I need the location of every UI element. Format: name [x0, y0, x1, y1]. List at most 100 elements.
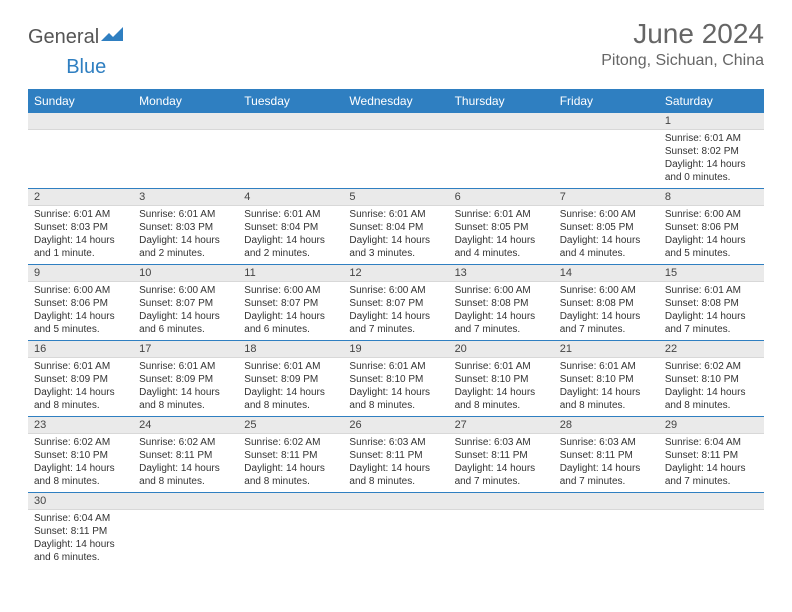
day-number-bar: [28, 113, 133, 130]
calendar-day-cell: [343, 113, 448, 189]
day-number-bar: [449, 113, 554, 130]
day-number: 22: [659, 341, 764, 358]
sunrise-line: Sunrise: 6:01 AM: [139, 208, 232, 221]
location: Pitong, Sichuan, China: [601, 52, 764, 70]
sunrise-line: Sunrise: 6:01 AM: [244, 208, 337, 221]
sunrise-line: Sunrise: 6:01 AM: [34, 360, 127, 373]
day-number: 26: [343, 417, 448, 434]
day-body: Sunrise: 6:04 AMSunset: 8:11 PMDaylight:…: [28, 510, 133, 568]
day-body: Sunrise: 6:00 AMSunset: 8:07 PMDaylight:…: [238, 282, 343, 340]
day-number-bar: [659, 493, 764, 510]
day-body: Sunrise: 6:01 AMSunset: 8:04 PMDaylight:…: [238, 206, 343, 264]
day-number: 5: [343, 189, 448, 206]
calendar-day-cell: [554, 493, 659, 569]
day-number: 27: [449, 417, 554, 434]
daylight-line: Daylight: 14 hours and 0 minutes.: [665, 158, 758, 184]
day-number: 10: [133, 265, 238, 282]
day-body: Sunrise: 6:00 AMSunset: 8:05 PMDaylight:…: [554, 206, 659, 264]
day-number: 17: [133, 341, 238, 358]
calendar-week-row: 1Sunrise: 6:01 AMSunset: 8:02 PMDaylight…: [28, 113, 764, 189]
day-body: Sunrise: 6:00 AMSunset: 8:08 PMDaylight:…: [449, 282, 554, 340]
calendar-day-cell: 26Sunrise: 6:03 AMSunset: 8:11 PMDayligh…: [343, 417, 448, 493]
sunrise-line: Sunrise: 6:01 AM: [34, 208, 127, 221]
logo: General: [28, 26, 125, 49]
sunrise-line: Sunrise: 6:00 AM: [560, 284, 653, 297]
daylight-line: Daylight: 14 hours and 7 minutes.: [665, 310, 758, 336]
weekday-header: Friday: [554, 89, 659, 113]
daylight-line: Daylight: 14 hours and 7 minutes.: [455, 462, 548, 488]
calendar-week-row: 30Sunrise: 6:04 AMSunset: 8:11 PMDayligh…: [28, 493, 764, 569]
calendar-day-cell: 12Sunrise: 6:00 AMSunset: 8:07 PMDayligh…: [343, 265, 448, 341]
day-number-bar: [343, 493, 448, 510]
sunrise-line: Sunrise: 6:00 AM: [139, 284, 232, 297]
sunset-line: Sunset: 8:04 PM: [244, 221, 337, 234]
calendar-day-cell: 8Sunrise: 6:00 AMSunset: 8:06 PMDaylight…: [659, 189, 764, 265]
day-body: [343, 130, 448, 178]
sunset-line: Sunset: 8:11 PM: [455, 449, 548, 462]
weekday-header: Saturday: [659, 89, 764, 113]
day-number: 4: [238, 189, 343, 206]
calendar-day-cell: 13Sunrise: 6:00 AMSunset: 8:08 PMDayligh…: [449, 265, 554, 341]
calendar-day-cell: [554, 113, 659, 189]
sunset-line: Sunset: 8:10 PM: [349, 373, 442, 386]
day-body: Sunrise: 6:01 AMSunset: 8:02 PMDaylight:…: [659, 130, 764, 188]
sunrise-line: Sunrise: 6:02 AM: [34, 436, 127, 449]
day-number-bar: [133, 113, 238, 130]
sunset-line: Sunset: 8:11 PM: [349, 449, 442, 462]
calendar-day-cell: 23Sunrise: 6:02 AMSunset: 8:10 PMDayligh…: [28, 417, 133, 493]
sunrise-line: Sunrise: 6:02 AM: [665, 360, 758, 373]
day-body: Sunrise: 6:01 AMSunset: 8:03 PMDaylight:…: [133, 206, 238, 264]
calendar-week-row: 2Sunrise: 6:01 AMSunset: 8:03 PMDaylight…: [28, 189, 764, 265]
daylight-line: Daylight: 14 hours and 5 minutes.: [34, 310, 127, 336]
daylight-line: Daylight: 14 hours and 8 minutes.: [349, 386, 442, 412]
sunrise-line: Sunrise: 6:00 AM: [34, 284, 127, 297]
day-number: 20: [449, 341, 554, 358]
sunrise-line: Sunrise: 6:02 AM: [244, 436, 337, 449]
day-body: [554, 510, 659, 558]
daylight-line: Daylight: 14 hours and 7 minutes.: [560, 310, 653, 336]
calendar-day-cell: [659, 493, 764, 569]
sunrise-line: Sunrise: 6:00 AM: [665, 208, 758, 221]
sunrise-line: Sunrise: 6:01 AM: [349, 360, 442, 373]
day-number: 13: [449, 265, 554, 282]
day-body: Sunrise: 6:01 AMSunset: 8:03 PMDaylight:…: [28, 206, 133, 264]
calendar-day-cell: [133, 493, 238, 569]
day-number: 6: [449, 189, 554, 206]
day-body: Sunrise: 6:03 AMSunset: 8:11 PMDaylight:…: [449, 434, 554, 492]
sunset-line: Sunset: 8:10 PM: [455, 373, 548, 386]
calendar-day-cell: 6Sunrise: 6:01 AMSunset: 8:05 PMDaylight…: [449, 189, 554, 265]
day-number: 23: [28, 417, 133, 434]
day-body: Sunrise: 6:00 AMSunset: 8:06 PMDaylight:…: [28, 282, 133, 340]
sunset-line: Sunset: 8:03 PM: [34, 221, 127, 234]
day-number: 19: [343, 341, 448, 358]
day-number: 12: [343, 265, 448, 282]
day-body: Sunrise: 6:00 AMSunset: 8:07 PMDaylight:…: [343, 282, 448, 340]
calendar-day-cell: 2Sunrise: 6:01 AMSunset: 8:03 PMDaylight…: [28, 189, 133, 265]
logo-text-blue: Blue: [66, 56, 106, 78]
daylight-line: Daylight: 14 hours and 8 minutes.: [139, 386, 232, 412]
daylight-line: Daylight: 14 hours and 7 minutes.: [560, 462, 653, 488]
sunrise-line: Sunrise: 6:01 AM: [349, 208, 442, 221]
daylight-line: Daylight: 14 hours and 8 minutes.: [455, 386, 548, 412]
calendar-day-cell: 25Sunrise: 6:02 AMSunset: 8:11 PMDayligh…: [238, 417, 343, 493]
day-number: 21: [554, 341, 659, 358]
daylight-line: Daylight: 14 hours and 4 minutes.: [455, 234, 548, 260]
sunset-line: Sunset: 8:09 PM: [244, 373, 337, 386]
sunrise-line: Sunrise: 6:01 AM: [665, 132, 758, 145]
calendar-day-cell: 30Sunrise: 6:04 AMSunset: 8:11 PMDayligh…: [28, 493, 133, 569]
sunset-line: Sunset: 8:06 PM: [665, 221, 758, 234]
sunset-line: Sunset: 8:09 PM: [34, 373, 127, 386]
flag-icon: [101, 27, 125, 48]
sunset-line: Sunset: 8:08 PM: [665, 297, 758, 310]
day-body: [449, 510, 554, 558]
day-body: Sunrise: 6:02 AMSunset: 8:11 PMDaylight:…: [238, 434, 343, 492]
calendar-header-row: SundayMondayTuesdayWednesdayThursdayFrid…: [28, 89, 764, 113]
daylight-line: Daylight: 14 hours and 6 minutes.: [34, 538, 127, 564]
day-body: Sunrise: 6:04 AMSunset: 8:11 PMDaylight:…: [659, 434, 764, 492]
calendar-day-cell: 5Sunrise: 6:01 AMSunset: 8:04 PMDaylight…: [343, 189, 448, 265]
calendar-day-cell: 20Sunrise: 6:01 AMSunset: 8:10 PMDayligh…: [449, 341, 554, 417]
day-body: Sunrise: 6:02 AMSunset: 8:11 PMDaylight:…: [133, 434, 238, 492]
calendar-day-cell: 3Sunrise: 6:01 AMSunset: 8:03 PMDaylight…: [133, 189, 238, 265]
day-body: Sunrise: 6:01 AMSunset: 8:10 PMDaylight:…: [343, 358, 448, 416]
calendar-page: General June 2024 Pitong, Sichuan, China…: [0, 0, 792, 586]
